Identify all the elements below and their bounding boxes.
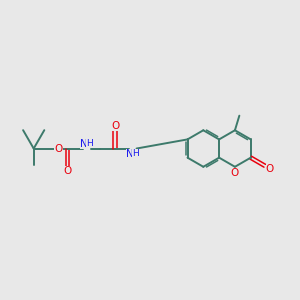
Text: O: O (231, 168, 239, 178)
Text: N: N (80, 139, 88, 148)
Text: H: H (86, 139, 92, 148)
Text: O: O (64, 166, 72, 176)
Text: H: H (132, 149, 138, 158)
Text: N: N (126, 148, 134, 158)
Text: O: O (111, 121, 119, 131)
Text: O: O (54, 143, 63, 154)
Text: O: O (266, 164, 274, 174)
